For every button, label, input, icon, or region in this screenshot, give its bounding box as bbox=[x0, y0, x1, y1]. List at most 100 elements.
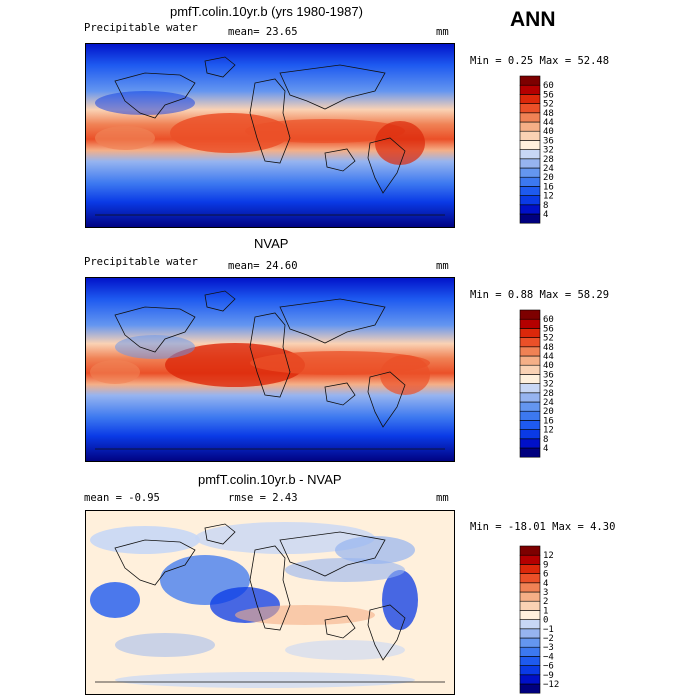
colorbar-tick-label: 0 bbox=[543, 616, 548, 626]
colorbar-swatch bbox=[519, 438, 541, 449]
colorbar-swatch bbox=[519, 374, 541, 384]
colorbar-swatch bbox=[519, 383, 541, 394]
colorbar-swatch bbox=[519, 112, 541, 123]
colorbar-tick-label: −9 bbox=[543, 671, 554, 681]
coastline bbox=[114, 539, 196, 586]
colorbar-swatch bbox=[519, 646, 541, 657]
colorbar-tick-label: 20 bbox=[543, 407, 554, 417]
colorbar-tick-label: 56 bbox=[543, 90, 554, 100]
colorbar-tick-label: 44 bbox=[543, 118, 554, 128]
colorbar-swatch bbox=[519, 573, 541, 584]
colorbar-swatch bbox=[519, 84, 541, 95]
colorbar-swatch bbox=[519, 121, 541, 132]
colorbar-swatch bbox=[519, 591, 541, 602]
panel-2-title: NVAP bbox=[254, 236, 289, 251]
colorbar-swatch bbox=[519, 665, 541, 676]
colorbar-tick-label: 20 bbox=[543, 173, 554, 183]
colorbar-swatch bbox=[519, 656, 541, 666]
colorbar-tick-label: −6 bbox=[543, 662, 554, 672]
coastline bbox=[204, 290, 236, 312]
colorbar-swatch bbox=[519, 149, 541, 160]
coastline bbox=[324, 382, 356, 406]
colorbar-swatch bbox=[519, 75, 541, 86]
colorbar-swatch bbox=[519, 619, 541, 630]
coastline bbox=[279, 64, 386, 110]
colorbar-swatch bbox=[519, 355, 541, 366]
colorbar-swatch bbox=[519, 195, 541, 206]
colorbar-tick-label: 52 bbox=[543, 100, 554, 110]
coastline bbox=[279, 298, 386, 344]
panel-2-center-label: mean= 24.60 bbox=[228, 260, 298, 272]
colorbar-swatch bbox=[519, 130, 541, 141]
panel-2-stats: Min = 0.88 Max = 58.29 bbox=[470, 289, 610, 301]
colorbar-tick-label: 60 bbox=[543, 81, 554, 91]
coastline bbox=[114, 306, 196, 353]
colorbar-tick-label: 36 bbox=[543, 370, 554, 380]
coastline bbox=[279, 531, 386, 577]
colorbar-tick-label: 6 bbox=[543, 570, 548, 580]
colorbar-tick-label: 48 bbox=[543, 343, 554, 353]
panel-3-stats: Min = -18.01 Max = 4.30 bbox=[470, 521, 616, 533]
coastline bbox=[324, 615, 356, 639]
colorbar-tick-label: −1 bbox=[543, 625, 554, 635]
colorbar-swatch bbox=[519, 554, 541, 565]
coastline bbox=[324, 148, 356, 172]
panel-3-left-label: mean = -0.95 bbox=[84, 492, 160, 504]
colorbar-swatch bbox=[519, 167, 541, 178]
colorbar-tick-label: −2 bbox=[543, 634, 554, 644]
colorbar-tick-label: 24 bbox=[543, 164, 554, 174]
coastline bbox=[204, 523, 236, 545]
colorbar-swatch bbox=[519, 309, 541, 320]
colorbar-tick-label: 48 bbox=[543, 109, 554, 119]
panel-3-anomaly-blobs bbox=[90, 522, 418, 688]
colorbar-swatch bbox=[519, 410, 541, 421]
colorbar-tick-label: 16 bbox=[543, 182, 554, 192]
panel-2-moist-blobs bbox=[90, 335, 430, 395]
colorbar-tick-label: 4 bbox=[543, 444, 548, 454]
colorbar-swatch bbox=[519, 420, 541, 430]
season-label: ANN bbox=[510, 8, 556, 31]
coastline bbox=[367, 137, 406, 194]
colorbar-swatch bbox=[519, 176, 541, 187]
colorbar-tick-label: 16 bbox=[543, 416, 554, 426]
colorbar-swatch bbox=[519, 392, 541, 403]
coastline bbox=[114, 72, 196, 119]
colorbar-swatch bbox=[519, 674, 541, 685]
panel-2-units: mm bbox=[436, 260, 449, 272]
colorbar-tick-label: 3 bbox=[543, 588, 548, 598]
colorbar-tick-label: 8 bbox=[543, 435, 548, 445]
colorbar-swatch bbox=[519, 364, 541, 375]
colorbar-tick-label: 4 bbox=[543, 210, 548, 220]
colorbar-tick-label: 12 bbox=[543, 426, 554, 436]
colorbar-tick-label: 32 bbox=[543, 380, 554, 390]
colorbar-tick-label: −3 bbox=[543, 643, 554, 653]
colorbar-swatch bbox=[519, 447, 541, 458]
panel-1-moist-blobs bbox=[95, 91, 425, 165]
colorbar-tick-label: 9 bbox=[543, 560, 548, 570]
colorbar-tick-label: 4 bbox=[543, 579, 548, 589]
colorbar-swatch bbox=[519, 213, 541, 224]
panel-2-left-label: Precipitable water bbox=[84, 256, 198, 268]
colorbar-swatch bbox=[519, 94, 541, 104]
panel-1-units: mm bbox=[436, 26, 449, 38]
panel-3-center-label: rmse = 2.43 bbox=[228, 492, 298, 504]
panel-1-title: pmfT.colin.10yr.b (yrs 1980-1987) bbox=[170, 4, 363, 19]
colorbar-tick-label: 28 bbox=[543, 155, 554, 165]
colorbar-swatch bbox=[519, 186, 541, 196]
coastline bbox=[204, 56, 236, 78]
coastline bbox=[249, 78, 291, 164]
colorbar-tick-label: 24 bbox=[543, 398, 554, 408]
coastline bbox=[367, 371, 406, 428]
colorbar-swatch bbox=[519, 429, 541, 440]
colorbar-tick-label: 28 bbox=[543, 389, 554, 399]
colorbar-tick-label: 52 bbox=[543, 334, 554, 344]
colorbar-swatch bbox=[519, 610, 541, 620]
colorbar-tick-label: 12 bbox=[543, 551, 554, 561]
panel-1-left-label: Precipitable water bbox=[84, 22, 198, 34]
colorbar-swatch bbox=[519, 683, 541, 694]
colorbar-tick-label: 1 bbox=[543, 606, 548, 616]
colorbar-tick-label: 40 bbox=[543, 127, 554, 137]
colorbar-swatch bbox=[519, 545, 541, 556]
panel-3-map bbox=[85, 510, 455, 695]
colorbar-swatch bbox=[519, 140, 541, 150]
